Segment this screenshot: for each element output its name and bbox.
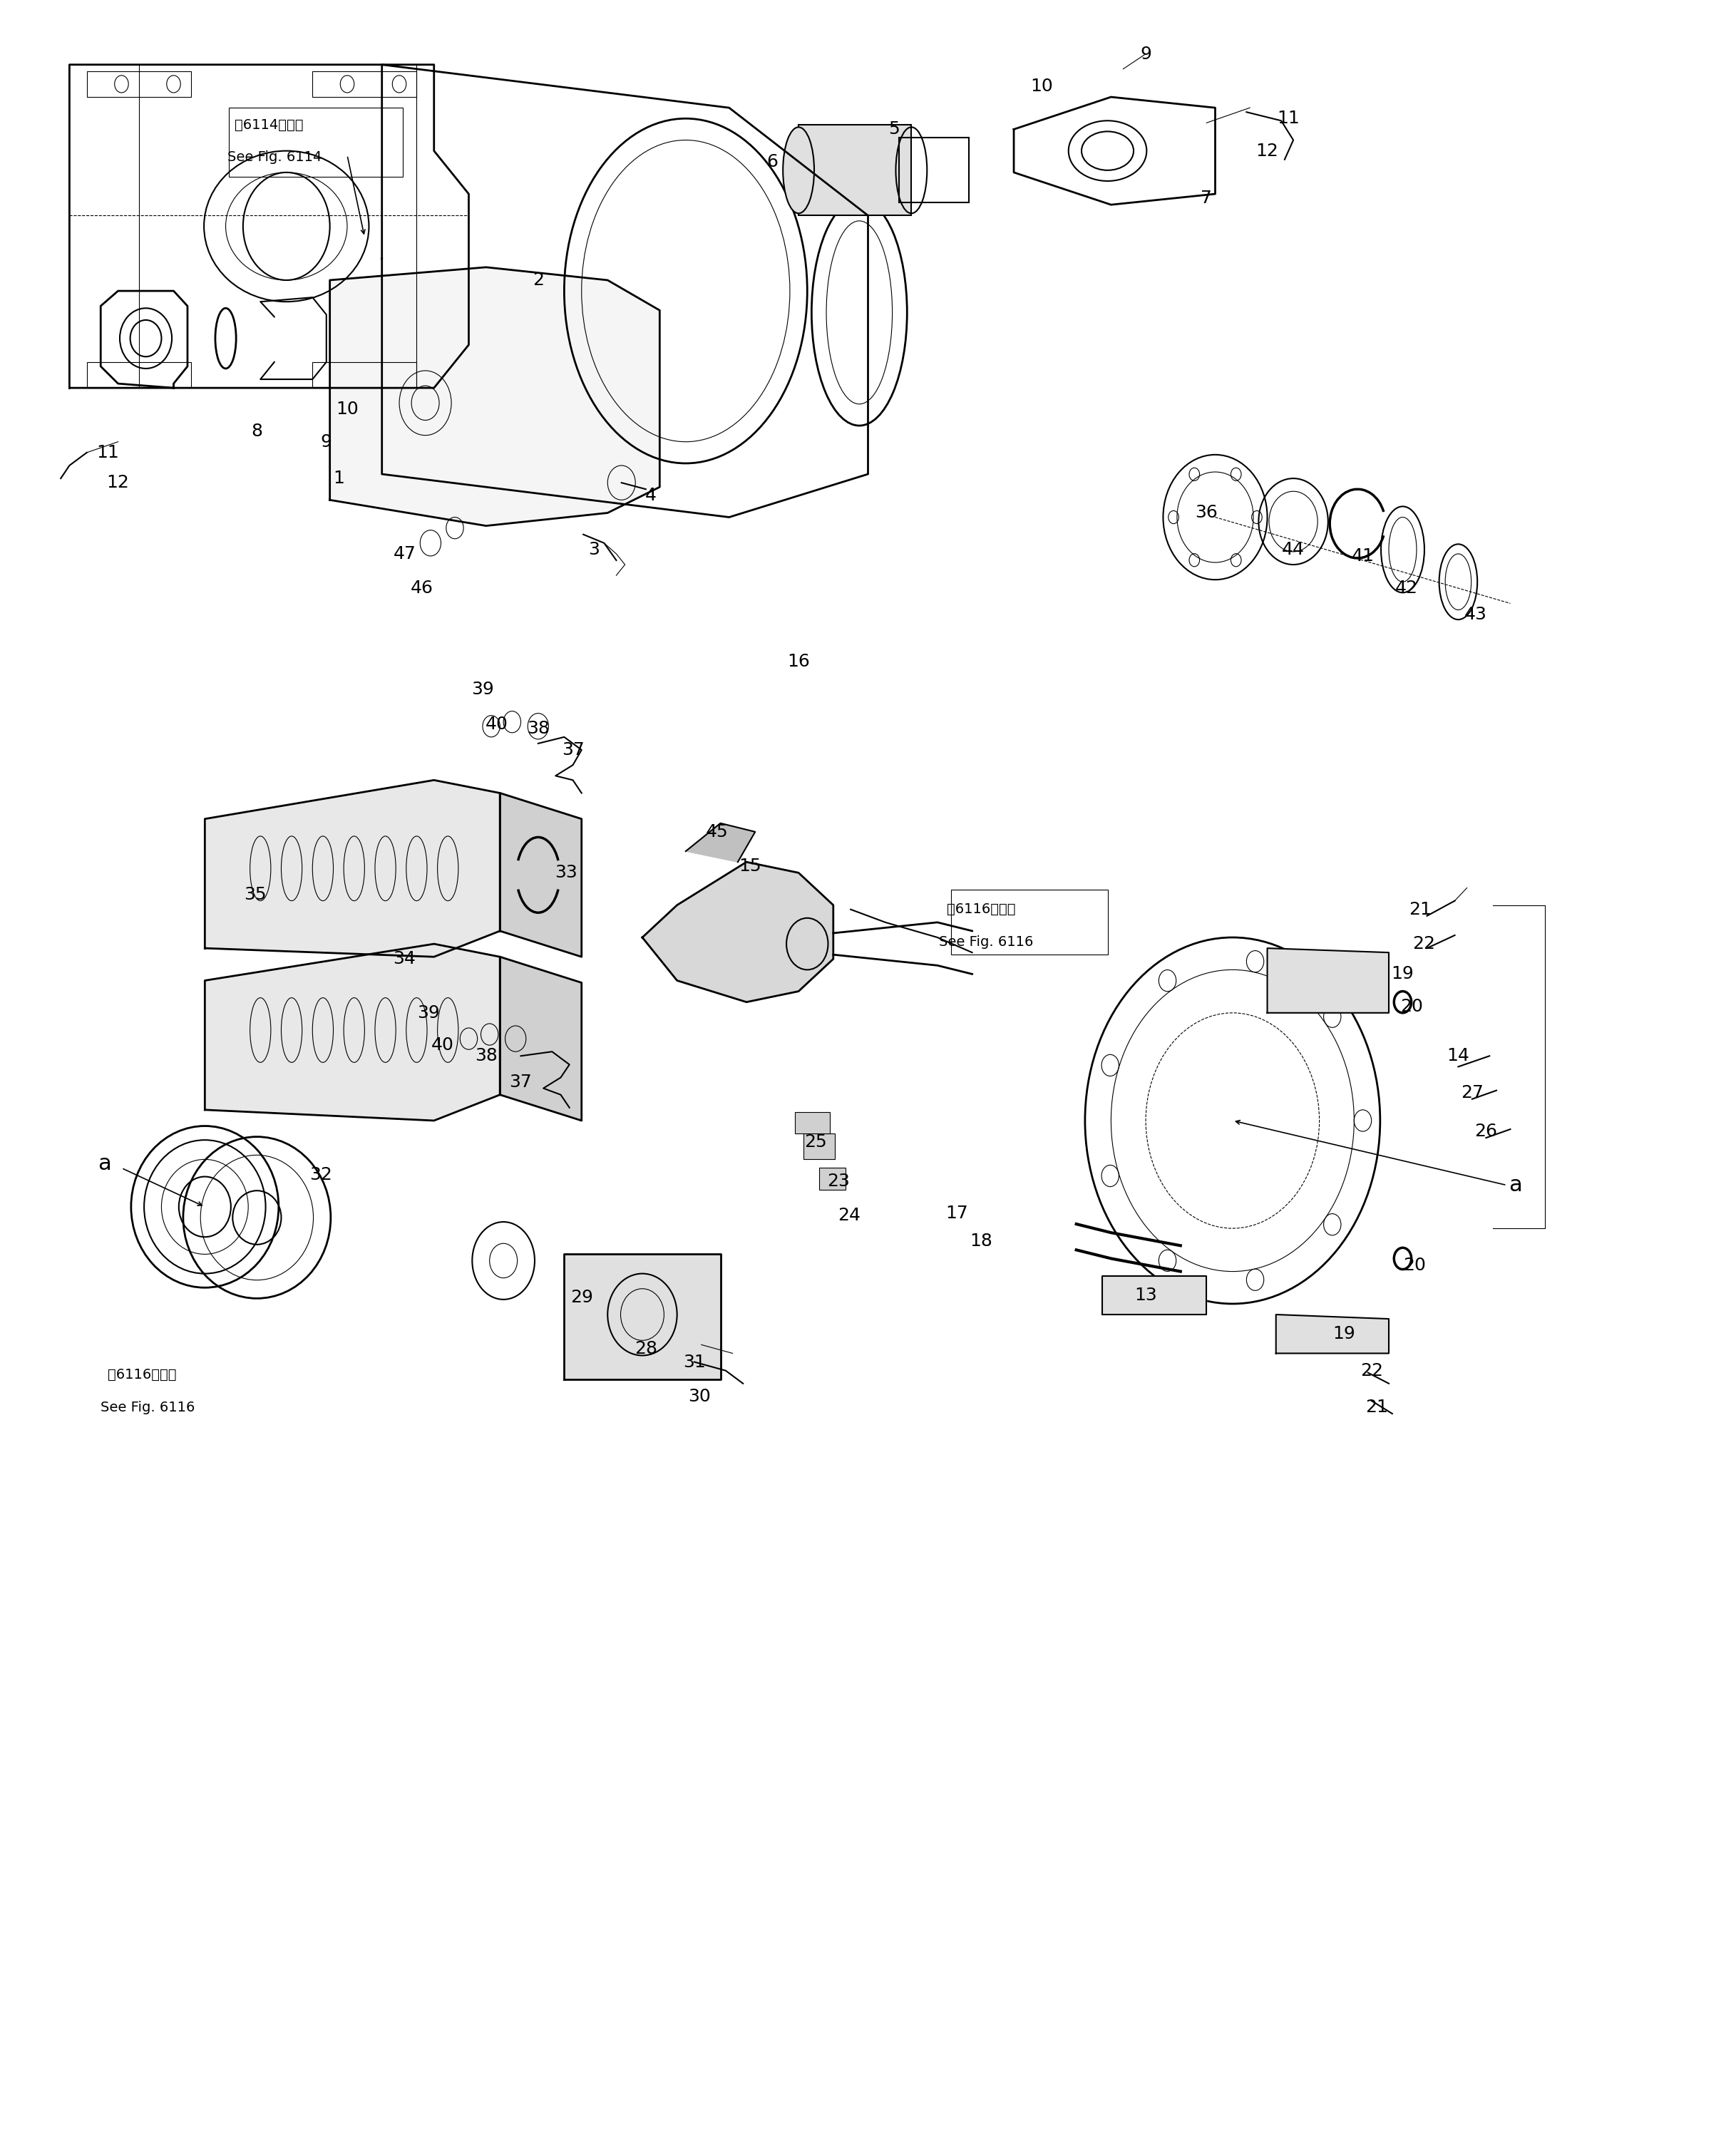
Text: 11: 11 (1276, 110, 1300, 127)
Text: 19: 19 (1391, 965, 1415, 983)
Bar (799, 125, 911, 216)
Polygon shape (642, 862, 833, 1002)
Text: 第6116図参照: 第6116図参照 (946, 903, 1016, 916)
Text: 41: 41 (1351, 547, 1375, 565)
Text: 26: 26 (1474, 1123, 1498, 1140)
Text: 16: 16 (786, 653, 811, 670)
Text: 第6114図参照: 第6114図参照 (234, 119, 304, 131)
Text: 47: 47 (392, 545, 417, 562)
Text: 34: 34 (392, 950, 417, 968)
Text: See Fig. 6116: See Fig. 6116 (939, 935, 1033, 948)
Text: 2: 2 (533, 272, 543, 289)
Text: 3: 3 (589, 541, 599, 558)
Text: 8: 8 (252, 422, 262, 440)
Text: 19: 19 (1332, 1325, 1356, 1343)
Bar (795, 1112, 830, 1134)
Text: 20: 20 (1399, 998, 1424, 1015)
Text: 15: 15 (740, 858, 760, 875)
Bar (951, 890, 1108, 955)
Text: 10: 10 (335, 401, 359, 418)
Text: 37: 37 (561, 741, 585, 759)
Text: 第6116図参照: 第6116図参照 (108, 1368, 177, 1381)
Text: 29: 29 (569, 1289, 594, 1306)
Polygon shape (1276, 1315, 1389, 1353)
Text: 46: 46 (410, 580, 434, 597)
Text: 20: 20 (1403, 1256, 1427, 1274)
Bar (312, 71, 417, 97)
Text: 36: 36 (1194, 504, 1219, 522)
Text: 39: 39 (470, 681, 495, 698)
Text: 18: 18 (969, 1233, 993, 1250)
Text: 12: 12 (106, 474, 130, 491)
Polygon shape (686, 823, 755, 862)
Text: See Fig. 6114: See Fig. 6114 (227, 151, 321, 164)
Text: 44: 44 (1281, 541, 1305, 558)
Text: 11: 11 (95, 444, 120, 461)
Bar (229, 108, 403, 177)
Text: 6: 6 (767, 153, 778, 170)
Ellipse shape (783, 127, 814, 213)
Text: 38: 38 (474, 1047, 498, 1065)
Text: 24: 24 (837, 1207, 861, 1224)
Text: 5: 5 (889, 121, 899, 138)
Polygon shape (330, 267, 660, 526)
Polygon shape (205, 944, 500, 1121)
Bar (312, 362, 417, 388)
Text: 37: 37 (509, 1073, 533, 1090)
Text: 42: 42 (1394, 580, 1418, 597)
Text: 7: 7 (1201, 190, 1212, 207)
Text: 43: 43 (1463, 606, 1488, 623)
Bar (899, 138, 969, 203)
Polygon shape (500, 957, 582, 1121)
Polygon shape (500, 793, 582, 957)
Text: 9: 9 (321, 433, 332, 450)
Text: 22: 22 (1411, 935, 1436, 953)
Text: 25: 25 (804, 1134, 828, 1151)
Text: 28: 28 (634, 1340, 658, 1358)
Text: 35: 35 (245, 886, 266, 903)
Text: 40: 40 (484, 715, 509, 733)
Text: 45: 45 (705, 823, 729, 840)
Text: 23: 23 (826, 1172, 851, 1190)
Text: 39: 39 (417, 1004, 441, 1021)
Polygon shape (1267, 948, 1389, 1013)
Text: 31: 31 (682, 1353, 707, 1371)
Text: a: a (97, 1153, 111, 1174)
Text: 12: 12 (1255, 142, 1279, 159)
Polygon shape (205, 780, 500, 957)
Text: 13: 13 (1134, 1287, 1158, 1304)
Bar (804, 1134, 835, 1159)
Text: 33: 33 (554, 864, 578, 881)
Text: 27: 27 (1460, 1084, 1484, 1101)
Text: 4: 4 (646, 487, 656, 504)
Text: 38: 38 (526, 720, 550, 737)
Bar (819, 1168, 845, 1190)
Text: 22: 22 (1359, 1362, 1384, 1379)
Bar (87, 362, 191, 388)
Text: 9: 9 (1141, 45, 1151, 62)
Text: 14: 14 (1446, 1047, 1470, 1065)
Text: 17: 17 (944, 1205, 969, 1222)
Bar (87, 71, 191, 97)
Polygon shape (564, 1254, 720, 1379)
Text: 21: 21 (1364, 1399, 1389, 1416)
Text: a: a (1509, 1174, 1522, 1196)
Text: 40: 40 (431, 1037, 455, 1054)
Text: See Fig. 6116: See Fig. 6116 (101, 1401, 194, 1414)
Text: 30: 30 (687, 1388, 712, 1405)
Text: 1: 1 (333, 470, 344, 487)
Text: 32: 32 (309, 1166, 333, 1183)
Text: 21: 21 (1408, 901, 1432, 918)
Text: 10: 10 (1029, 78, 1054, 95)
Polygon shape (1102, 1276, 1207, 1315)
